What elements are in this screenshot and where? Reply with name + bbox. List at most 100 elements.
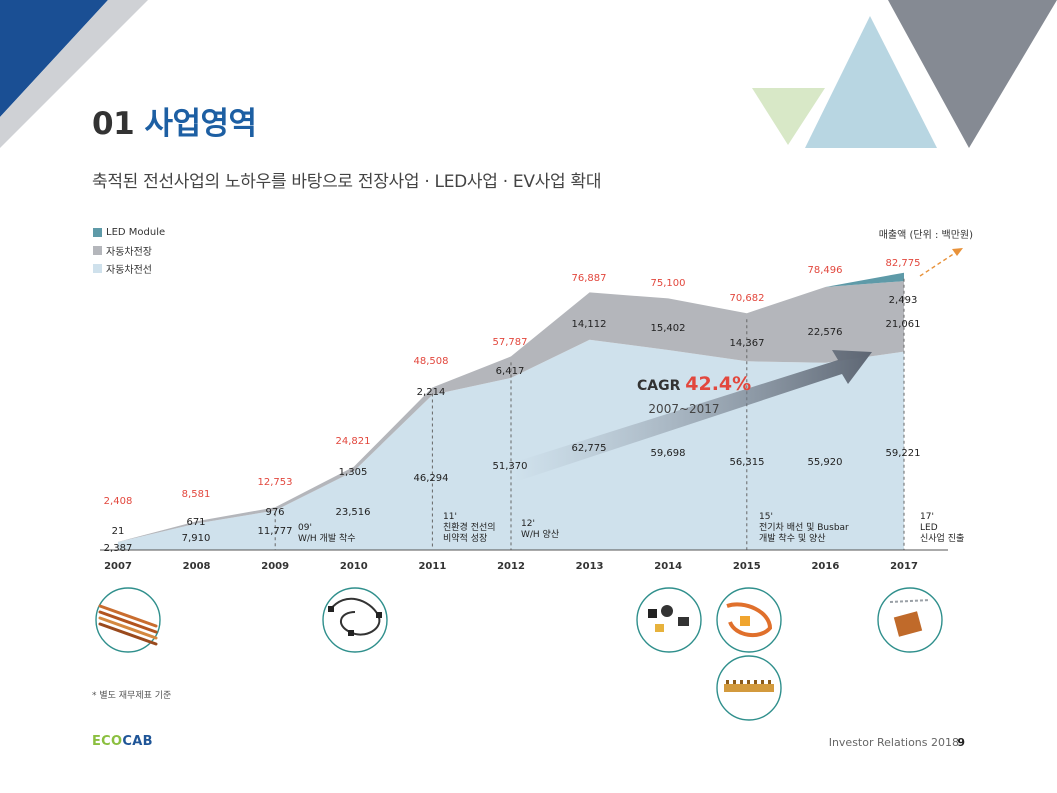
led-strip	[889, 599, 931, 603]
legend-swatch-led	[93, 227, 102, 237]
logo-cab-text: CAB	[122, 734, 153, 749]
legend-label-led: LED Module	[106, 226, 166, 238]
legend-swatch-wire	[93, 263, 102, 273]
page-title: 01 사업영역	[92, 98, 257, 143]
busbar-pin	[733, 680, 736, 684]
data-label-harness: 14,112	[572, 319, 607, 330]
data-label-total: 8,581	[182, 489, 211, 500]
chart-legend: LED Module 자동차전장 자동차전선	[93, 223, 165, 277]
data-label-harness: 21	[112, 526, 125, 537]
data-label-harness: 21,061	[886, 319, 921, 330]
product-circle	[95, 587, 161, 653]
wire-cable-strand	[98, 610, 158, 634]
projection-arrow-line	[919, 250, 959, 277]
milestone-text2-2015: 개발 착수 및 양산	[759, 532, 826, 544]
area-series-wire	[118, 339, 904, 550]
data-label-harness: 22,576	[808, 327, 843, 338]
data-label-harness: 6,417	[496, 366, 525, 377]
milestone-year-2011: 11'	[443, 512, 457, 522]
data-label-total: 2,408	[104, 496, 133, 507]
data-label-wire: 7,910	[182, 533, 211, 544]
logo-eco-text: ECO	[92, 734, 123, 749]
cagr-period: 2007~2017	[648, 402, 719, 416]
legend-item-wire: 자동차전선	[93, 259, 165, 277]
decorative-corner-shapes	[0, 0, 1057, 148]
connector-part	[655, 624, 664, 632]
milestone-text2-2011: 비약적 성장	[443, 532, 487, 544]
data-label-total: 76,887	[572, 273, 607, 284]
cagr-value: 42.4%	[685, 373, 751, 395]
data-label-wire: 46,294	[414, 473, 449, 484]
legend-item-harness: 자동차전장	[93, 241, 165, 259]
data-label-wire: 55,920	[808, 457, 843, 468]
wire-cable-strand	[98, 622, 158, 646]
section-title: 사업영역	[144, 106, 257, 142]
data-label-wire: 2,387	[104, 543, 133, 554]
data-label-total: 78,496	[808, 265, 843, 276]
data-label-wire: 56,315	[730, 457, 765, 468]
x-tick-label-2016: 2016	[811, 561, 839, 572]
wire-cable-strand	[98, 616, 158, 640]
data-label-total: 75,100	[651, 278, 686, 289]
x-tick-label-2012: 2012	[497, 561, 525, 572]
data-label-total: 82,775	[886, 258, 921, 269]
data-label-wire: 51,370	[493, 461, 528, 472]
data-label-led: 2,493	[889, 295, 918, 306]
connector-part	[648, 609, 657, 618]
data-label-harness: 1,305	[339, 467, 368, 478]
busbar-pin	[761, 680, 764, 684]
page-subtitle: 축적된 전선사업의 노하우를 바탕으로 전장사업 · LED사업 · EV사업 …	[92, 172, 602, 192]
led-board	[893, 611, 923, 637]
x-tick-label-2010: 2010	[340, 561, 368, 572]
milestone-year-2017: 17'	[920, 512, 934, 522]
data-label-total: 70,682	[730, 293, 765, 304]
connector-part	[661, 605, 673, 617]
ecocab-logo: ECOCAB	[92, 734, 153, 749]
data-label-wire: 11,777	[258, 526, 293, 537]
milestone-year-2009: 09'	[298, 523, 312, 533]
x-tick-label-2009: 2009	[261, 561, 289, 572]
harness-cable	[329, 597, 381, 636]
page-number: 9	[957, 736, 965, 749]
busbar-pin	[768, 680, 771, 684]
x-tick-label-2008: 2008	[183, 561, 211, 572]
connectors-image	[636, 587, 702, 653]
busbar-pin	[754, 680, 757, 684]
milestone-year-2012: 12'	[521, 519, 535, 529]
data-label-harness: 976	[265, 507, 284, 518]
milestone-text-2017: LED	[920, 523, 938, 533]
x-tick-label-2013: 2013	[576, 561, 604, 572]
wire-cables-image	[95, 587, 161, 653]
connector-part	[678, 617, 689, 626]
x-tick-label-2015: 2015	[733, 561, 761, 572]
legend-swatch-harness	[93, 245, 102, 255]
data-label-total: 57,787	[493, 337, 528, 348]
cagr-label: CAGR 42.4%	[637, 373, 751, 395]
section-number: 01	[92, 106, 135, 142]
footnote: * 별도 재무제표 기준	[92, 691, 172, 701]
unit-note: 매출액 (단위 : 백만원)	[878, 230, 973, 241]
deco-gray-stripe	[0, 0, 148, 148]
busbar-pin	[740, 680, 743, 684]
milestone-text2-2017: 신사업 진출	[920, 533, 964, 544]
deco-green-triangle	[752, 88, 825, 145]
ev-harness-connector	[740, 616, 750, 626]
product-circle	[636, 587, 702, 653]
cagr-label-text: CAGR	[637, 378, 685, 394]
busbar-pin	[747, 680, 750, 684]
footer-text: Investor Relations 2018	[828, 736, 959, 749]
cagr-arrow	[515, 350, 872, 482]
data-label-total: 48,508	[414, 356, 449, 367]
harness-connector	[376, 612, 382, 618]
busbar-bar	[724, 684, 774, 692]
milestone-text-2015: 전기차 배선 및 Busbar	[759, 521, 849, 533]
busbar-pin	[726, 680, 729, 684]
deco-lightblue-triangle	[805, 16, 937, 148]
x-tick-label-2011: 2011	[418, 561, 446, 572]
legend-label-wire: 자동차전선	[106, 264, 152, 276]
data-label-total: 12,753	[258, 477, 293, 488]
data-label-harness: 671	[186, 517, 205, 528]
x-tick-label-2014: 2014	[654, 561, 682, 572]
data-label-wire: 62,775	[572, 443, 607, 454]
